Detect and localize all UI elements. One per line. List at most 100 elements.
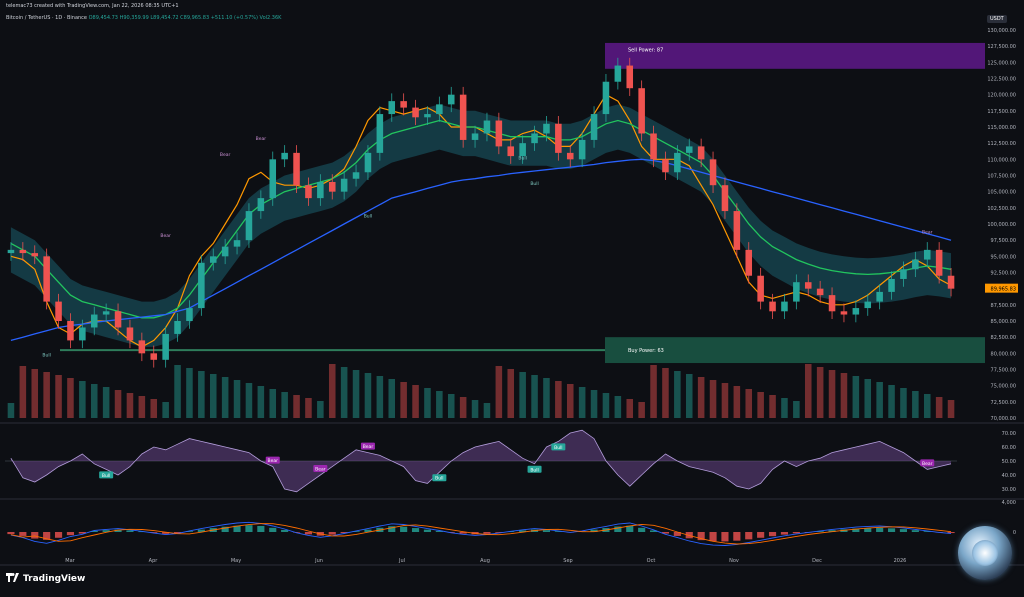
ma-line-3: [10, 158, 952, 342]
volume-bar: [923, 394, 931, 418]
candle-body: [257, 198, 265, 212]
candle-body: [721, 185, 729, 212]
macd-histogram-bar: [733, 532, 741, 541]
y-tick-label: 110,000.00: [987, 157, 1016, 163]
volume-bar: [947, 400, 955, 418]
signal-line: [10, 523, 952, 545]
macd-histogram-bar: [661, 532, 670, 534]
volume-bar: [900, 388, 907, 418]
volume-bar: [55, 375, 62, 418]
macd-histogram-bar: [423, 529, 432, 532]
volume-bar: [186, 368, 193, 418]
volume-bar: [935, 397, 943, 418]
volume-bar: [793, 401, 800, 418]
macd-histogram-bar: [483, 532, 491, 534]
candle-body: [459, 94, 467, 140]
volume-bar: [436, 391, 443, 418]
candle-body: [495, 120, 503, 147]
volume-bar: [769, 395, 776, 418]
volume-bar: [650, 365, 657, 418]
watermark-logo-icon: [958, 526, 1012, 580]
macd-histogram-bar: [554, 531, 562, 532]
y-tick-label: 102,500.00: [987, 206, 1016, 212]
macd-histogram-bar: [400, 526, 408, 532]
osc-marker-bg: [527, 465, 542, 473]
volume-bar: [590, 390, 598, 418]
volume-bar: [198, 371, 205, 418]
candle-body: [352, 172, 360, 179]
candle-body: [471, 133, 479, 140]
candle-body: [114, 311, 122, 328]
symbol-legend[interactable]: Bitcoin / TetherUS · 1D · Binance O89,45…: [6, 15, 281, 21]
candle-body: [602, 81, 610, 115]
candle-body: [697, 146, 705, 160]
candle-body: [31, 253, 39, 257]
bear-marker: Bear: [256, 136, 267, 142]
candle-body: [55, 301, 62, 321]
macd-histogram-bar: [173, 532, 182, 534]
macd-histogram-bar: [162, 532, 170, 534]
macd-histogram-bar: [102, 530, 110, 532]
candle-body: [233, 240, 241, 247]
y-tick-label: 125,000.00: [987, 60, 1016, 66]
macd-histogram-bar: [78, 532, 86, 534]
candle-body: [685, 146, 693, 153]
volume-bar: [305, 398, 312, 418]
volume-bar: [912, 391, 919, 418]
osc-marker-label: Bull: [102, 473, 110, 479]
macd-histogram-bar: [7, 532, 15, 535]
tradingview-logo-icon: [6, 573, 20, 585]
buy-power-zone: [605, 337, 985, 364]
macd-histogram-bar: [697, 532, 705, 541]
volume-bar: [876, 382, 883, 418]
x-tick-label: Apr: [149, 558, 159, 564]
y-tick-label: 97,500.00: [991, 238, 1016, 244]
y-tick-label: 127,500.00: [987, 44, 1016, 50]
volume-bar: [424, 388, 431, 418]
candle-body: [531, 133, 538, 144]
candle-body: [483, 120, 491, 134]
candle-body: [221, 246, 229, 257]
candle-body: [174, 321, 181, 334]
candle-body: [317, 181, 324, 199]
ohlc-readout: O89,454.73 H90,359.99 L89,454.72 C89,965…: [88, 15, 282, 21]
osc-marker-bg: [360, 442, 375, 450]
candle-body: [626, 65, 634, 89]
macd-histogram-bar: [852, 528, 860, 532]
macd-histogram-bar: [947, 532, 955, 534]
volume-bar: [328, 364, 336, 418]
candle-body: [519, 143, 526, 157]
osc-marker-label: Bull: [554, 445, 562, 451]
volume-bar: [90, 384, 98, 418]
macd-histogram-bar: [304, 532, 313, 535]
volume-bar: [126, 393, 134, 418]
bear-marker: Bear: [220, 152, 231, 158]
volume-bar: [614, 396, 622, 418]
candle-body: [7, 249, 15, 254]
candle-body: [138, 340, 146, 354]
macd-histogram-bar: [281, 529, 289, 532]
volume-bar: [674, 371, 681, 418]
candle-body: [840, 311, 848, 315]
x-tick-label: Aug: [480, 558, 490, 564]
volume-bar: [257, 386, 265, 418]
buy-power-label: Buy Power: 63: [628, 348, 664, 354]
osc-marker-bg: [265, 456, 280, 464]
candle-body: [912, 259, 919, 270]
macd-histogram-bar: [721, 532, 729, 542]
candle-body: [578, 139, 586, 160]
candle-body: [769, 301, 776, 312]
currency-badge[interactable]: USDT: [987, 15, 1007, 23]
y-tick-label: 70,000.00: [991, 416, 1016, 422]
y-tick-label: 77,500.00: [991, 368, 1016, 374]
candle-body: [804, 282, 812, 289]
x-tick-label: Sep: [563, 558, 572, 564]
osc-marker-bg: [313, 465, 328, 472]
candle-body: [888, 278, 895, 292]
candle-body: [935, 249, 943, 276]
macd-histogram-bar: [757, 532, 765, 538]
volume-bar: [602, 393, 610, 418]
candle-body: [412, 107, 419, 118]
